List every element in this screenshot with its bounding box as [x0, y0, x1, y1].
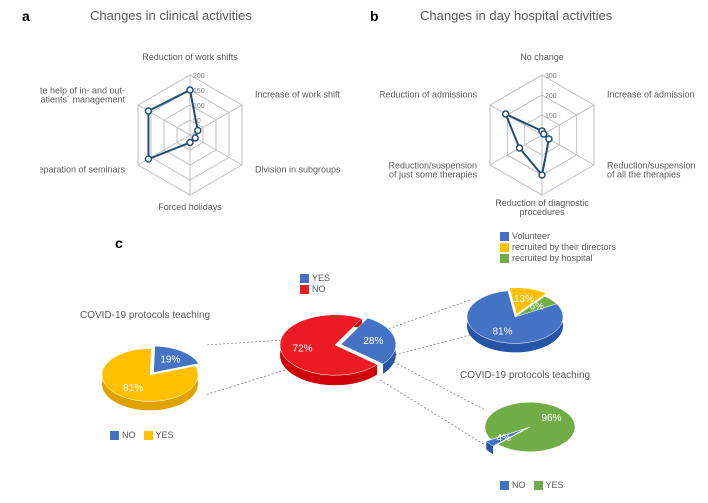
legend-left: NO YES [110, 430, 182, 441]
pie-right-bottom: 96% 4% [470, 382, 600, 482]
svg-text:6%: 6% [530, 302, 545, 313]
legend-swatch [500, 243, 509, 252]
legend-right-top: Volunteerrecruited by their directorsrec… [500, 231, 616, 264]
legend-label: YES [312, 273, 330, 283]
legend-swatch [144, 431, 153, 440]
pie-right-bottom-title: COVID-19 protocols teaching [460, 370, 590, 381]
legend-label: NO [122, 430, 136, 440]
legend-label: recruited by their directors [512, 242, 616, 252]
legend-label: NO [512, 480, 526, 490]
legend-swatch [300, 274, 309, 283]
legend-label: NO [312, 284, 326, 294]
legend-swatch [534, 481, 543, 490]
pie-left-title: COVID-19 protocols teaching [80, 310, 210, 321]
svg-text:4%: 4% [496, 433, 511, 444]
pie-right-top: 81%13%6% [455, 262, 585, 372]
svg-text:72%: 72% [293, 343, 313, 354]
legend-label: recruited by hospital [512, 253, 593, 263]
svg-text:28%: 28% [363, 336, 383, 347]
legend-swatch [300, 285, 309, 294]
legend-swatch [500, 254, 509, 263]
legend-swatch [500, 481, 509, 490]
legend-label: YES [546, 480, 564, 490]
legend-right-bottom: NO YES [500, 480, 572, 491]
legend-label: Volunteer [512, 231, 550, 241]
legend-swatch [500, 232, 509, 241]
legend-swatch [110, 431, 119, 440]
svg-text:96%: 96% [541, 413, 561, 424]
svg-text:19%: 19% [160, 355, 180, 366]
svg-text:81%: 81% [123, 383, 143, 394]
pie-center: 72% 28% [265, 295, 405, 405]
svg-text:81%: 81% [492, 326, 512, 337]
pie-left: 81% 19% [85, 325, 215, 435]
legend-label: YES [156, 430, 174, 440]
legend-center: YESNO [300, 273, 330, 295]
